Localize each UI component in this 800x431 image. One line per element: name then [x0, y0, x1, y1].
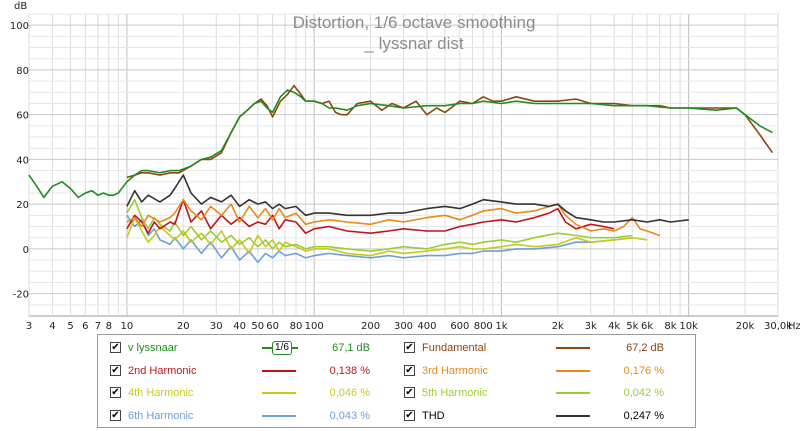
legend-item-6th-harmonic: ✔ 6th Harmonic 0,043 % [110, 409, 395, 423]
legend-name: 2nd Harmonic [128, 364, 197, 377]
x-tick-label: 30,0k [764, 321, 792, 332]
y-tick-label: 20 [16, 200, 29, 211]
x-tick-label: 5 [67, 321, 73, 332]
x-tick-label: 600 [450, 321, 469, 332]
x-tick-label: 5k [626, 321, 638, 332]
series-line-fundamental [126, 84, 774, 179]
x-tick-label: 20 [177, 321, 190, 332]
legend-swatch [556, 369, 590, 372]
legend-item-2nd-harmonic: ✔ 2nd Harmonic 0,138 % [110, 364, 395, 378]
legend-name: v lyssnaar [128, 342, 178, 354]
x-tick-label: 10 [121, 321, 134, 332]
series-line-3rd-harmonic [126, 198, 660, 237]
legend-swatch [262, 369, 296, 372]
series-line-4th-harmonic [126, 216, 648, 257]
chart-series [28, 84, 774, 264]
legend-checkbox-fundamental[interactable]: ✔ [404, 342, 415, 353]
x-tick-label: 2k [552, 321, 564, 332]
legend-checkbox-5th-harmonic[interactable]: ✔ [404, 387, 415, 398]
legend-swatch [262, 392, 296, 394]
series-line-2nd-harmonic [126, 198, 615, 234]
legend-value: 0,043 % [329, 409, 370, 422]
legend-checkbox-v-lyssnaar[interactable]: ✔ [110, 342, 121, 353]
legend-value: 0,046 % [329, 387, 370, 399]
x-tick-label: 3k [585, 321, 597, 332]
y-tick-label: 0 [23, 245, 29, 256]
y-tick-label: -20 [13, 290, 29, 301]
legend-value: 0,247 % [623, 409, 664, 422]
x-tick-label: 200 [361, 321, 380, 332]
y-tick-label: 40 [16, 155, 29, 166]
x-tick-label: 30 [210, 321, 223, 332]
x-tick-label: 300 [394, 321, 413, 332]
legend-value: 0,176 % [623, 364, 664, 377]
legend-checkbox-2nd-harmonic[interactable]: ✔ [110, 364, 121, 376]
legend-name: THD [422, 409, 445, 422]
x-tick-label: 3 [26, 321, 32, 332]
legend-value: 0,042 % [623, 387, 664, 399]
smoothing-selector[interactable]: 1/6 [272, 341, 292, 355]
x-tick-label: 60 [266, 321, 279, 332]
legend-item-thd: ✔ THD 0,247 % [404, 409, 689, 423]
x-tick-label: 6 [82, 321, 88, 332]
legend-name: 5th Harmonic [422, 387, 488, 399]
legend-item-4th-harmonic: ✔ 4th Harmonic 0,046 % [110, 386, 395, 400]
x-tick-label: 40 [233, 321, 246, 332]
x-tick-label: 800 [474, 321, 493, 332]
legend-swatch [262, 414, 296, 417]
y-tick-label: 60 [16, 111, 29, 122]
chart-grid [28, 13, 779, 317]
x-tick-label: 4 [49, 321, 55, 332]
x-tick-label: 8k [664, 321, 676, 332]
x-axis-unit: Hz [788, 321, 800, 332]
x-tick-label: 1k [495, 321, 507, 332]
legend-item-3rd-harmonic: ✔ 3rd Harmonic 0,176 % [404, 364, 689, 378]
series-line-v-lyssnaar [28, 89, 773, 199]
y-axis-unit: dB [14, 1, 27, 12]
x-tick-label: 400 [417, 321, 436, 332]
legend-swatch [556, 347, 590, 349]
legend-item-5th-harmonic: ✔ 5th Harmonic 0,042 % [404, 386, 689, 400]
legend-name: 6th Harmonic [128, 409, 194, 422]
x-tick-label: 100 [305, 321, 324, 332]
legend-checkbox-4th-harmonic[interactable]: ✔ [110, 387, 121, 398]
legend-value: 67,2 dB [626, 342, 664, 354]
x-tick-label: 10k [679, 321, 698, 332]
legend-name: Fundamental [422, 342, 487, 354]
chart-subtitle: _ lyssnar dist [363, 34, 463, 53]
legend: ✔ v lyssnaar 1/6 67,1 dB ✔ Fundamental 67,2 dB… [97, 334, 696, 428]
legend-checkbox-3rd-harmonic[interactable]: ✔ [404, 364, 415, 376]
legend-item-fundamental: ✔ Fundamental 67,2 dB [404, 341, 689, 355]
legend-name: 4th Harmonic [128, 387, 194, 399]
x-tick-label: 80 [290, 321, 303, 332]
legend-checkbox-thd[interactable]: ✔ [404, 409, 415, 421]
x-tick-label: 6k [641, 321, 653, 332]
x-tick-label: 20k [736, 321, 755, 332]
x-tick-label: 7 [95, 321, 101, 332]
series-line-thd [126, 174, 689, 223]
legend-value: 67,1 dB [332, 342, 370, 354]
chart-ticks: 3 4 5 6 7 8 10 20 30 40 50 60 80 100 200 300 400 600 800 1k… [10, 21, 792, 332]
legend-value: 0,138 % [329, 364, 370, 377]
legend-item-v-lyssnaar: ✔ v lyssnaar 1/6 67,1 dB [110, 341, 395, 355]
x-tick-label: 50 [251, 321, 264, 332]
legend-checkbox-6th-harmonic[interactable]: ✔ [110, 409, 121, 421]
y-tick-label: 80 [16, 66, 29, 77]
y-tick-label: 100 [10, 21, 29, 32]
legend-swatch [556, 392, 590, 394]
chart-title: Distortion, 1/6 octave smoothing [293, 13, 536, 32]
distortion-chart: 3 4 5 6 7 8 10 20 30 40 50 60 80 100 200 300 400 600 800 1k… [9, 1, 800, 332]
x-tick-label: 8 [106, 321, 112, 332]
x-tick-label: 4k [608, 321, 620, 332]
legend-swatch [556, 414, 590, 417]
legend-name: 3rd Harmonic [422, 364, 489, 377]
